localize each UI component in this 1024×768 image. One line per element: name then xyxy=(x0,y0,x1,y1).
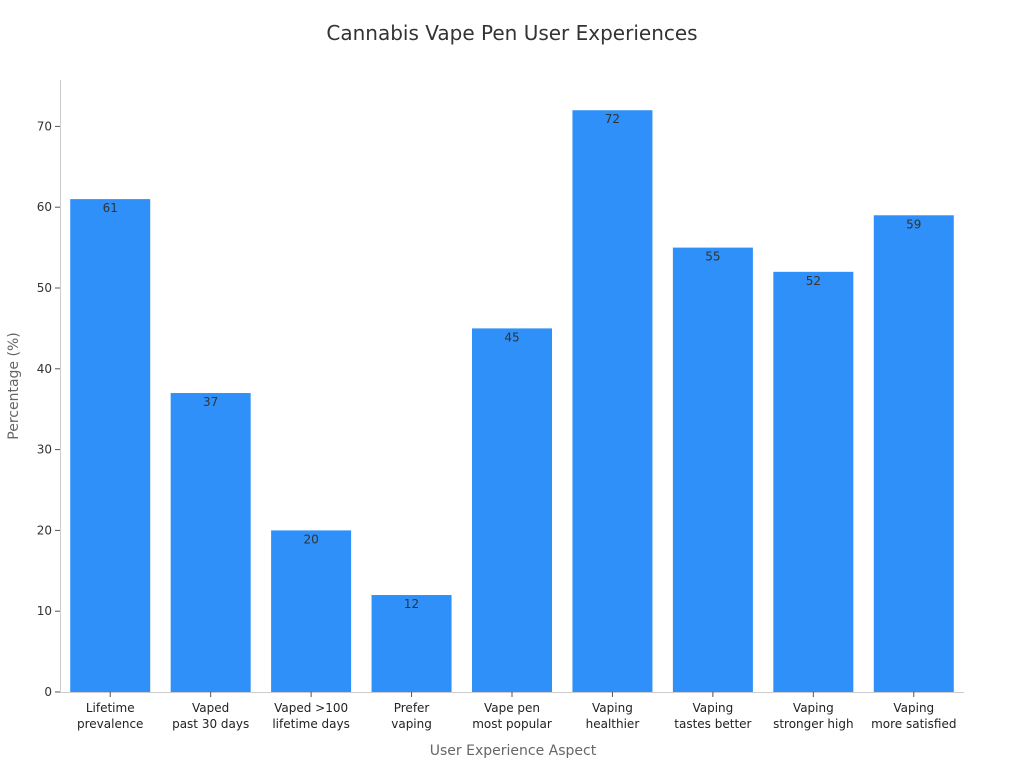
x-category-label: vaping xyxy=(391,717,432,731)
bar-value-label: 59 xyxy=(906,217,921,231)
x-category-label: Vaped xyxy=(192,701,229,715)
y-tick-label: 70 xyxy=(37,119,52,133)
bar xyxy=(672,247,753,692)
x-category-labels: Lifetime prevalence Vaped past 30 days Vaped… xyxy=(77,692,956,731)
x-category-label: Lifetime xyxy=(86,701,135,715)
bar xyxy=(773,271,854,692)
bar xyxy=(371,595,452,692)
y-ticks: 0 10 20 30 40 50 60 70 xyxy=(37,119,60,699)
x-category-label: past 30 days xyxy=(172,717,249,731)
bar xyxy=(170,393,251,692)
x-category-label: tastes better xyxy=(674,717,751,731)
bar-value-label: 12 xyxy=(404,597,419,611)
bar-value-label: 45 xyxy=(504,330,519,344)
bar xyxy=(70,199,151,692)
bars xyxy=(70,110,954,693)
bar-value-label: 61 xyxy=(103,201,118,215)
y-tick-label: 50 xyxy=(37,281,52,295)
x-category-label: most popular xyxy=(472,717,552,731)
x-category-label: Prefer xyxy=(394,701,430,715)
y-tick-label: 60 xyxy=(37,200,52,214)
x-category-label: Vaped >100 xyxy=(274,701,348,715)
x-category-label: more satisfied xyxy=(871,717,956,731)
x-category-label: prevalence xyxy=(77,717,143,731)
bar xyxy=(572,110,653,693)
bar xyxy=(873,215,954,692)
x-category-label: Vape pen xyxy=(484,701,540,715)
bar-value-label: 20 xyxy=(303,532,318,546)
x-category-label: lifetime days xyxy=(272,717,350,731)
x-category-label: Vaping xyxy=(592,701,633,715)
bar xyxy=(271,530,352,692)
x-category-label: healthier xyxy=(586,717,640,731)
x-category-label: Vaping xyxy=(692,701,733,715)
bar-value-label: 37 xyxy=(203,395,218,409)
x-category-label: Vaping xyxy=(893,701,934,715)
y-tick-label: 10 xyxy=(37,604,52,618)
y-axis-label: Percentage (%) xyxy=(6,332,22,439)
bar-value-label: 52 xyxy=(806,274,821,288)
bar xyxy=(472,328,552,692)
bar-value-label: 72 xyxy=(605,112,620,126)
data-labels: 61 37 20 12 45 72 55 52 59 xyxy=(103,112,922,611)
x-category-label: stronger high xyxy=(773,717,853,731)
x-category-label: Vaping xyxy=(793,701,834,715)
y-tick-label: 20 xyxy=(37,523,52,537)
y-tick-label: 30 xyxy=(37,443,52,457)
y-tick-label: 0 xyxy=(44,685,52,699)
chart-title: Cannabis Vape Pen User Experiences xyxy=(326,21,697,45)
bar-value-label: 55 xyxy=(705,250,720,264)
x-axis-label: User Experience Aspect xyxy=(430,743,597,759)
y-tick-label: 40 xyxy=(37,362,52,376)
